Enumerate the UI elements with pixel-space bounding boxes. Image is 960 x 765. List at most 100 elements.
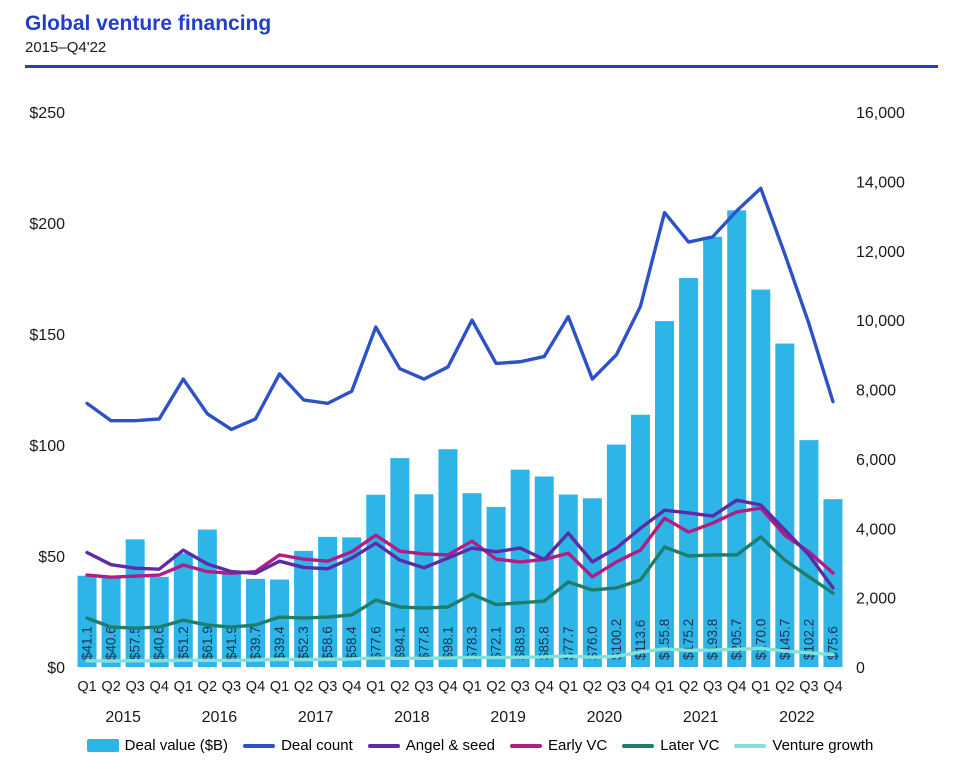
right-axis-tick: 4,000: [856, 521, 896, 538]
left-axis-tick: $100: [29, 438, 65, 455]
bar-value-label: $40.6: [152, 626, 167, 660]
quarter-label: Q3: [222, 679, 241, 695]
left-axis-tick: $50: [38, 549, 65, 566]
legend-label: Angel & seed: [405, 737, 496, 754]
deal-value-bar: [173, 553, 193, 667]
bar-value-label: $75.6: [825, 626, 840, 660]
right-axis-tick: 12,000: [856, 244, 905, 261]
quarter-label: Q3: [799, 679, 818, 695]
legend-swatch-angel-seed: [367, 743, 400, 748]
deal-value-bar: [655, 321, 675, 667]
year-label: 2022: [779, 709, 815, 726]
bar-value-label: $175.2: [681, 619, 696, 660]
quarter-label: Q1: [270, 679, 289, 695]
bar-value-label: $72.1: [489, 626, 504, 660]
deal-value-bar: [462, 493, 482, 667]
deal-value-bar: [390, 458, 410, 667]
right-axis-tick: 6,000: [856, 452, 896, 469]
deal-value-bar: [294, 550, 314, 667]
quarter-label: Q1: [559, 679, 578, 695]
quarter-label: Q2: [775, 679, 794, 695]
quarter-label: Q2: [486, 679, 505, 695]
bar-value-label: $155.8: [657, 619, 672, 660]
deal-value-bar: [534, 476, 554, 667]
bar-value-label: $77.8: [416, 626, 431, 660]
deal-count-line: [85, 186, 835, 432]
deal-value-bar: [606, 444, 626, 667]
title-divider: [25, 65, 938, 68]
legend-item-deal-count: Deal count: [243, 737, 353, 754]
year-label: 2018: [394, 709, 430, 726]
quarter-label: Q1: [77, 679, 96, 695]
legend-swatch-venture-growth: [734, 743, 767, 748]
quarter-label: Q4: [342, 679, 361, 695]
chart-header: Global venture financing 2015–Q4'22: [25, 12, 935, 56]
quarter-label: Q2: [583, 679, 602, 695]
year-label: 2021: [683, 709, 719, 726]
legend-item-venture-growth: Venture growth: [734, 737, 873, 754]
legend-label: Venture growth: [772, 737, 874, 754]
bar-value-label: $193.8: [705, 619, 720, 660]
page-subtitle: 2015–Q4'22: [25, 39, 107, 56]
quarter-label: Q3: [125, 679, 144, 695]
bar-value-label: $102.2: [801, 619, 816, 660]
quarter-label: Q2: [198, 679, 217, 695]
quarter-label: Q1: [366, 679, 385, 695]
year-label: 2017: [298, 709, 334, 726]
legend-label: Deal value ($B): [124, 737, 229, 754]
left-axis-tick: $250: [29, 105, 65, 122]
chart-canvas: $0 $50 $100 $150 $200 $250 0 2,000 4,000 6,000 8,0…: [29, 105, 905, 726]
deal-value-bar: [703, 236, 723, 667]
legend-label: Early VC: [548, 737, 608, 754]
bar-value-label: $57.5: [128, 626, 143, 660]
quarter-label: Q4: [535, 679, 554, 695]
bar-value-label: $41.1: [80, 626, 95, 660]
page-title: Global venture financing: [25, 12, 272, 35]
right-axis-tick: 8,000: [856, 383, 896, 400]
bar-value-label: $88.9: [513, 626, 528, 660]
bar-value-label: $94.1: [392, 626, 407, 660]
bar-value-label: $51.2: [176, 626, 191, 660]
deal-value-bar: [775, 343, 795, 667]
early-vc-line: [85, 506, 835, 579]
quarter-label: Q4: [246, 679, 265, 695]
deal-value-bar: [125, 539, 145, 667]
bar-value-label: $76.0: [585, 626, 600, 660]
deal-value-bar: [486, 506, 506, 667]
bar-value-label: $170.0: [753, 619, 768, 660]
bar-value-label: $61.9: [200, 626, 215, 660]
deal-value-bar: [751, 289, 771, 667]
legend-label: Later VC: [660, 737, 720, 754]
quarter-label: Q3: [414, 679, 433, 695]
bar-value-label: $39.7: [248, 626, 263, 660]
left-axis-tick: $200: [29, 216, 65, 233]
legend-swatch-later-vc: [622, 743, 655, 748]
deal-value-bar: [342, 537, 362, 667]
bar-value-label: $52.3: [296, 626, 311, 660]
quarter-label: Q4: [150, 679, 169, 695]
quarter-label: Q1: [174, 679, 193, 695]
quarter-label: Q3: [318, 679, 337, 695]
right-axis-tick: 16,000: [856, 105, 905, 122]
deal-value-bar: [270, 579, 290, 667]
quarter-label: Q4: [438, 679, 457, 695]
bar-value-label: $58.4: [344, 626, 359, 660]
venture-growth-line: [85, 646, 835, 663]
deal-value-bar: [101, 576, 121, 667]
later-vc-line: [85, 535, 835, 630]
legend-swatch-early-vc: [510, 743, 543, 748]
quarter-label: Q1: [655, 679, 674, 695]
bar-value-label: $58.6: [320, 626, 335, 660]
quarter-label: Q4: [631, 679, 650, 695]
bar-value-label: $41.9: [224, 626, 239, 660]
deal-value-bar: [727, 210, 747, 667]
quarter-label: Q2: [294, 679, 313, 695]
bar-value-label: $77.6: [368, 626, 383, 660]
right-axis-tick: 10,000: [856, 313, 905, 330]
bar-value-label: $39.4: [272, 626, 287, 660]
legend-label: Deal count: [281, 737, 353, 754]
deal-value-bar: [221, 573, 241, 667]
legend-swatch-deal-count: [243, 743, 276, 748]
quarter-label: Q2: [390, 679, 409, 695]
